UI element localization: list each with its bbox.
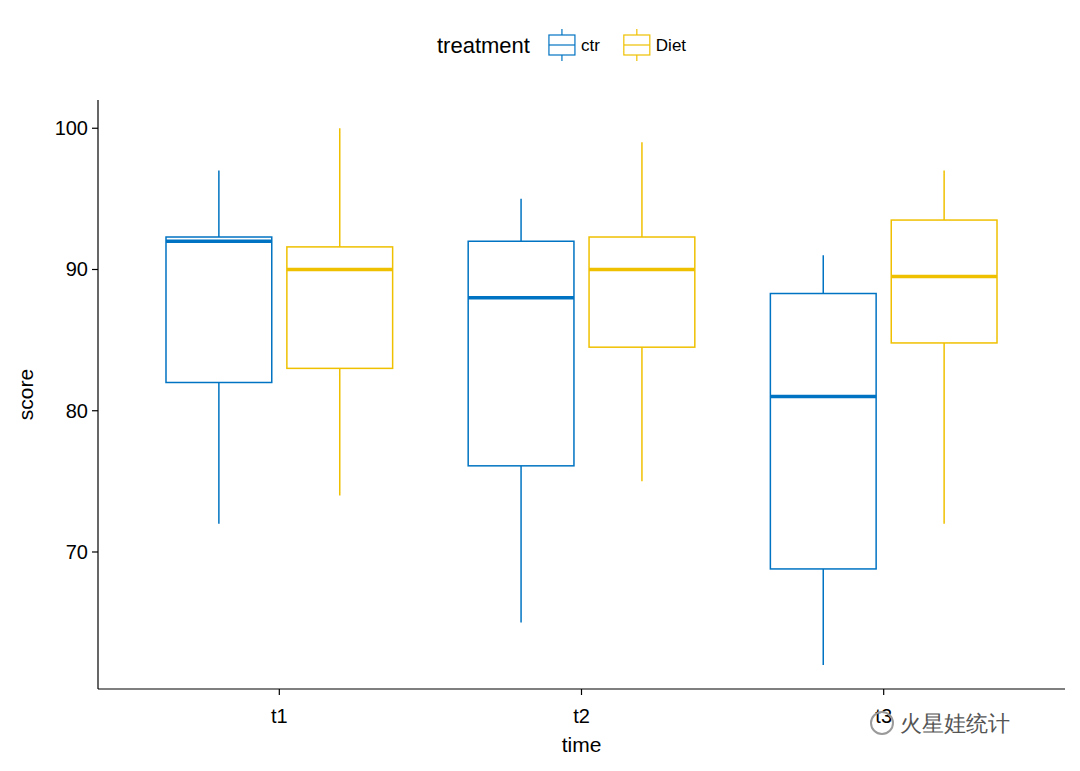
- upper-whisker: [218, 171, 220, 237]
- lower-whisker: [823, 569, 825, 665]
- x-tick-label: t1: [271, 705, 288, 727]
- x-axis-title: time: [562, 733, 602, 756]
- legend-key: [624, 29, 650, 61]
- y-tick-label: 70: [66, 541, 88, 563]
- lower-whisker: [218, 382, 220, 523]
- x-tick: [279, 689, 280, 695]
- box: [891, 171, 997, 524]
- upper-whisker: [520, 199, 522, 241]
- y-axis-line: [97, 100, 98, 689]
- median: [770, 395, 876, 399]
- box-body: [770, 294, 876, 569]
- y-tick-label: 90: [66, 258, 88, 280]
- x-tick: [883, 689, 884, 695]
- box-body: [589, 237, 695, 347]
- y-tick-label: 80: [66, 400, 88, 422]
- median: [891, 275, 997, 279]
- chart: 708090100t1t2t3timescoretreatmentctrDiet…: [0, 0, 1080, 771]
- median: [287, 268, 393, 272]
- box-body: [166, 237, 272, 382]
- box: [166, 171, 272, 524]
- legend-label: Diet: [656, 36, 687, 55]
- legend-key: [549, 29, 575, 61]
- y-tick: [92, 551, 98, 552]
- box: [589, 142, 695, 481]
- lower-whisker: [943, 343, 945, 524]
- box: [468, 199, 574, 623]
- upper-whisker: [641, 142, 643, 237]
- x-tick: [581, 689, 582, 695]
- legend-key-median: [624, 44, 650, 45]
- median: [166, 239, 272, 243]
- upper-whisker: [943, 171, 945, 220]
- lower-whisker: [339, 368, 341, 495]
- legend-key-box: [624, 35, 650, 55]
- legend-label: ctr: [581, 36, 600, 55]
- box-body: [468, 241, 574, 466]
- box: [287, 128, 393, 495]
- y-tick: [92, 269, 98, 270]
- median: [589, 268, 695, 272]
- lower-whisker: [641, 347, 643, 481]
- upper-whisker: [339, 128, 341, 247]
- plot-area: [166, 128, 997, 665]
- y-tick: [92, 128, 98, 129]
- median: [468, 296, 574, 300]
- legend: treatment ctr Diet: [437, 29, 686, 61]
- watermark: 火星娃统计: [871, 711, 1010, 736]
- watermark-text: 火星娃统计: [900, 711, 1010, 736]
- lower-whisker: [520, 466, 522, 623]
- upper-whisker: [823, 255, 825, 293]
- y-axis-title: score: [14, 369, 37, 420]
- watermark-icon: [871, 712, 893, 734]
- box-body: [287, 247, 393, 368]
- y-tick: [92, 410, 98, 411]
- legend-key-box: [549, 35, 575, 55]
- box: [770, 255, 876, 665]
- legend-key-median: [549, 44, 575, 45]
- x-tick-label: t2: [573, 705, 590, 727]
- y-tick-label: 100: [55, 117, 88, 139]
- legend-title: treatment: [437, 33, 530, 58]
- box-body: [891, 220, 997, 343]
